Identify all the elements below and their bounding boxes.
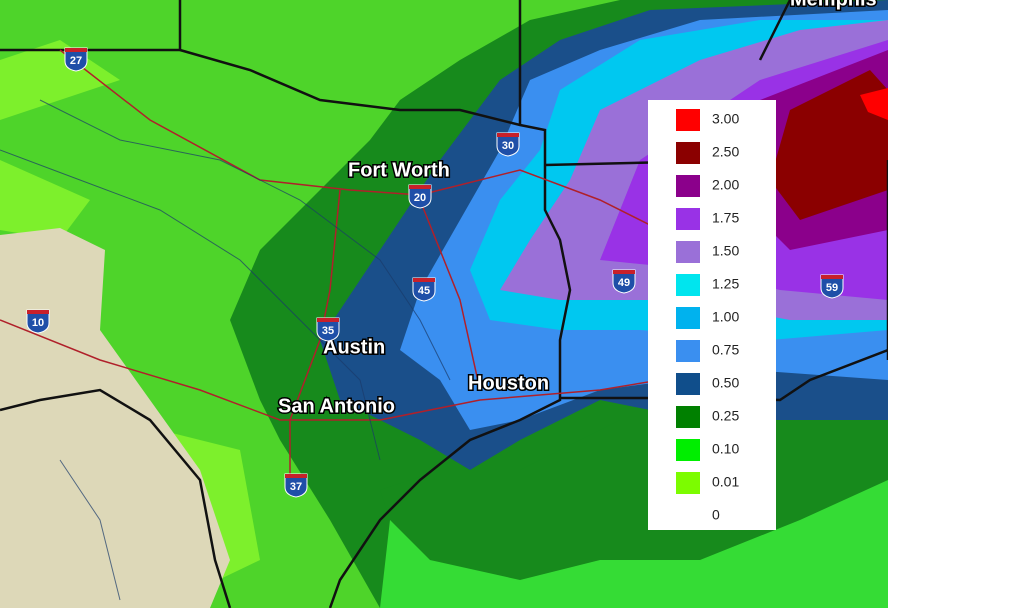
rivers — [0, 99, 451, 601]
legend-swatch — [676, 208, 700, 230]
shield-number: 30 — [502, 140, 514, 152]
shield — [408, 184, 432, 209]
shield-number: 45 — [418, 285, 430, 297]
shield — [284, 473, 308, 498]
shield-top — [409, 185, 431, 189]
shield-top — [821, 275, 843, 279]
legend-swatch — [676, 175, 700, 197]
legend-swatch — [676, 274, 700, 296]
shield — [64, 47, 88, 72]
shield — [412, 277, 436, 302]
legend-label: 0.01 — [712, 474, 739, 490]
band-300 — [860, 88, 888, 120]
shield — [820, 274, 844, 299]
shield-number: 27 — [70, 55, 82, 67]
legend-label: 3.00 — [712, 111, 739, 127]
shield-top — [27, 310, 49, 314]
legend-swatch — [676, 439, 700, 461]
shield-number: 49 — [618, 277, 630, 289]
shield-number: 10 — [32, 317, 44, 329]
legend-swatch — [676, 307, 700, 329]
legend-swatch — [676, 241, 700, 263]
city-label: Austin — [323, 336, 385, 358]
shield-number: 35 — [322, 325, 334, 337]
dry-area — [0, 228, 230, 608]
shield — [496, 132, 520, 157]
gulf-010 — [380, 480, 888, 608]
legend-swatch — [676, 142, 700, 164]
legend-label: 0 — [712, 507, 720, 523]
shield-top — [65, 48, 87, 52]
shield — [26, 309, 50, 334]
shield-number: 37 — [290, 481, 302, 493]
interstate-shields: 27 30 20 45 35 10 37 49 59 — [26, 47, 844, 498]
shield-number: 59 — [826, 282, 838, 294]
shield-number: 20 — [414, 192, 426, 204]
legend-swatch — [676, 406, 700, 428]
shield-top — [317, 318, 339, 322]
legend-swatch — [676, 340, 700, 362]
legend-label: 0.50 — [712, 375, 739, 391]
shield — [612, 269, 636, 294]
band-250 — [770, 70, 888, 220]
legend-label: 0.25 — [712, 408, 739, 424]
shield — [316, 317, 340, 342]
shield-top — [613, 270, 635, 274]
legend-swatch — [676, 109, 700, 131]
legend-label: 1.50 — [712, 243, 739, 259]
legend-label: 0.75 — [712, 342, 739, 358]
legend-swatch — [676, 472, 700, 494]
city-label: Houston — [468, 372, 549, 394]
shield-top — [497, 133, 519, 137]
legend-box — [648, 100, 776, 530]
shield-top — [413, 278, 435, 282]
legend-label: 2.00 — [712, 177, 739, 193]
city-label: Memphis — [790, 0, 877, 10]
legend-label: 2.50 — [712, 144, 739, 160]
city-label: Fort Worth — [348, 159, 450, 181]
legend-label: 1.00 — [712, 309, 739, 325]
legend-label: 1.75 — [712, 210, 739, 226]
legend: 3.00 2.50 2.00 1.75 1.50 1.25 1.00 0.75 0.50 0.25… — [676, 109, 739, 523]
legend-label: 0.10 — [712, 441, 739, 457]
city-label: San Antonio — [278, 395, 395, 417]
shield-top — [285, 474, 307, 478]
legend-swatch — [676, 373, 700, 395]
legend-label: 1.25 — [712, 276, 739, 292]
